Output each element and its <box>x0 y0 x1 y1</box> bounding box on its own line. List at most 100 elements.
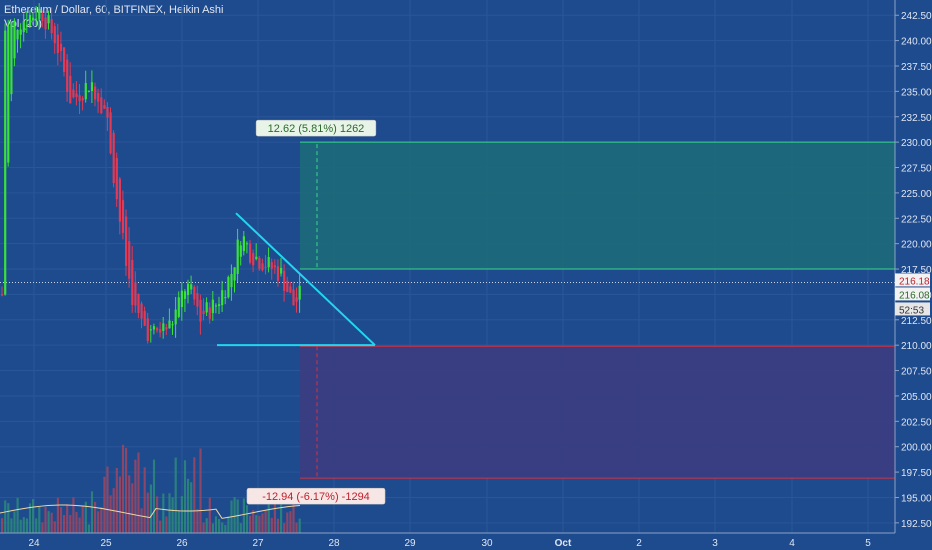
volume-bar <box>32 499 35 533</box>
volume-bar <box>193 457 196 533</box>
secondary-price-tag-bg <box>895 287 930 301</box>
volume-bar <box>292 502 295 533</box>
volume-bar <box>295 522 298 533</box>
volume-bar <box>10 518 13 533</box>
y-tick-label: 235.00 <box>901 87 932 98</box>
volume-bar <box>1 518 4 533</box>
volume-bar <box>239 523 242 533</box>
candle <box>53 26 56 44</box>
volume-bar <box>245 505 249 533</box>
candle <box>174 309 177 325</box>
volume-bar <box>63 514 66 533</box>
candle <box>190 284 193 290</box>
candle <box>149 329 152 331</box>
volume-ma-line <box>0 504 301 519</box>
volume-bar <box>44 506 47 533</box>
y-tick-label: 197.50 <box>901 468 932 479</box>
volume-bar <box>137 452 140 533</box>
volume-bar <box>261 513 264 533</box>
volume-bar <box>115 467 118 533</box>
volume-bar <box>4 500 7 533</box>
volume-bar <box>298 518 301 533</box>
volume-bar <box>276 518 280 533</box>
volume-bar <box>174 457 177 533</box>
volume-bar <box>22 517 25 533</box>
candle <box>221 290 224 306</box>
candle <box>59 43 63 51</box>
volume-bar <box>255 515 258 533</box>
candle <box>137 293 140 314</box>
volume-bar <box>270 517 273 533</box>
last-price-tag: 216.18 <box>899 276 930 287</box>
volume-bar <box>187 478 190 533</box>
candle <box>115 157 118 200</box>
volume-bar <box>125 448 128 533</box>
candle <box>218 304 221 306</box>
candle <box>159 329 162 333</box>
candle <box>168 320 171 329</box>
candle <box>295 297 298 302</box>
candle <box>298 285 301 300</box>
candle <box>177 297 180 317</box>
volume-bar <box>28 503 32 533</box>
y-tick-label: 220.00 <box>901 240 932 251</box>
volume-bar <box>221 522 224 533</box>
x-tick-label: 24 <box>28 538 40 549</box>
candle <box>128 241 131 279</box>
candle <box>140 303 143 319</box>
candle <box>56 34 59 54</box>
secondary-price-tag: 216.08 <box>899 290 930 301</box>
y-tick-label: 195.00 <box>901 493 932 504</box>
volume-bar <box>81 505 84 533</box>
triangle-upper-line <box>235 212 376 346</box>
volume-bar <box>196 509 199 533</box>
volume-bar <box>183 460 187 533</box>
candle <box>193 286 196 300</box>
volume-bar <box>149 484 152 533</box>
candle <box>84 83 87 100</box>
candle <box>50 19 53 34</box>
candle <box>165 327 168 330</box>
volume-bar <box>78 517 81 533</box>
candle <box>41 13 44 21</box>
volume-bar <box>152 459 156 533</box>
volume-bar <box>252 510 255 533</box>
profit-label: 12.62 (5.81%) 1262 <box>255 119 377 137</box>
volume-bar <box>283 523 286 533</box>
symbol-title[interactable]: Ethereum / Dollar, 60, BITFINEX, Heikin … <box>4 4 224 16</box>
volume-bar <box>35 518 38 533</box>
loss-label-box <box>246 487 386 505</box>
volume-bar <box>267 504 270 533</box>
candle <box>106 106 109 118</box>
x-tick-label: 28 <box>328 538 340 549</box>
candle <box>78 95 81 102</box>
candle <box>162 323 165 331</box>
candle <box>87 90 90 92</box>
volume-bar <box>242 498 245 533</box>
candle <box>75 93 78 98</box>
volume-bar <box>177 511 180 533</box>
volume-bar <box>90 491 94 533</box>
target-zone <box>300 142 895 270</box>
candle <box>146 318 149 341</box>
candle <box>252 253 255 266</box>
candle <box>183 291 187 299</box>
volume-bars <box>0 444 301 533</box>
candle <box>276 266 280 281</box>
volume-bar <box>224 524 227 533</box>
candle <box>63 47 66 72</box>
candle <box>258 257 261 269</box>
candle <box>16 29 19 40</box>
volume-bar <box>289 511 292 533</box>
volume-bar <box>208 497 211 533</box>
candle <box>32 17 35 21</box>
volume-bar <box>72 497 75 533</box>
y-tick-label: 207.50 <box>901 367 932 378</box>
volume-bar <box>190 482 193 533</box>
volume-bar <box>159 520 162 533</box>
candle <box>72 89 75 98</box>
volume-bar <box>249 515 252 533</box>
countdown-tag: 52:53 <box>899 305 924 316</box>
